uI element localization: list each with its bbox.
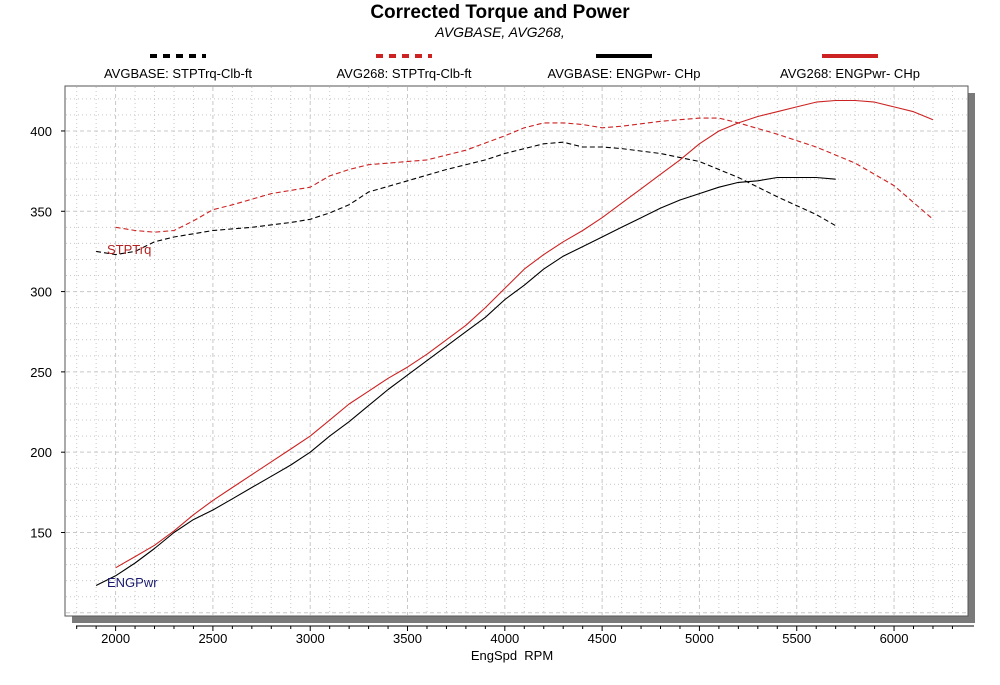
torque-axis-annotation: STPTrq <box>107 242 151 257</box>
chart-title: Corrected Torque and Power <box>370 2 630 23</box>
grid <box>66 87 967 615</box>
y-tick-label: 200 <box>30 445 52 460</box>
x-tick-label: 2500 <box>198 631 227 646</box>
plot-area <box>64 85 969 617</box>
series-line-1 <box>96 141 836 256</box>
series-line-3 <box>95 176 836 586</box>
x-tick-label: 4000 <box>490 631 519 646</box>
y-tick-label: 400 <box>30 124 52 139</box>
legend-label-1: AVGBASE: STPTrq-Clb-ft <box>104 66 252 81</box>
x-tick-label: 5500 <box>782 631 811 646</box>
series-line-4 <box>115 99 934 569</box>
x-tick-label: 3000 <box>296 631 325 646</box>
series-layer <box>95 99 934 586</box>
x-axis-title: EngSpd RPM <box>471 648 553 663</box>
legend-label-4: AVG268: ENGPwr- CHp <box>780 66 920 81</box>
x-tick-label: 3500 <box>393 631 422 646</box>
legend-label-3: AVGBASE: ENGPwr- CHp <box>548 66 701 81</box>
y-axis: 150 200 250 300 350 400 <box>30 124 65 540</box>
y-tick-label: 150 <box>30 525 52 540</box>
legend-label-2: AVG268: STPTrq-Clb-ft <box>336 66 471 81</box>
x-tick-label: 6000 <box>880 631 909 646</box>
y-tick-label: 300 <box>30 285 52 300</box>
x-tick-label: 4500 <box>588 631 617 646</box>
power-axis-annotation: ENGPwr <box>107 575 158 590</box>
chart-subtitle: AVGBASE, AVG268, <box>434 24 564 40</box>
y-tick-label: 250 <box>30 365 52 380</box>
legend: AVGBASE: STPTrq-Clb-ft AVG268: STPTrq-Clb… <box>104 54 920 81</box>
x-tick-label: 2000 <box>101 631 130 646</box>
y-tick-label: 350 <box>30 204 52 219</box>
x-axis: 2000 2500 3000 3500 4000 4500 5000 5500 6000 <box>76 625 974 646</box>
x-tick-label: 5000 <box>685 631 714 646</box>
